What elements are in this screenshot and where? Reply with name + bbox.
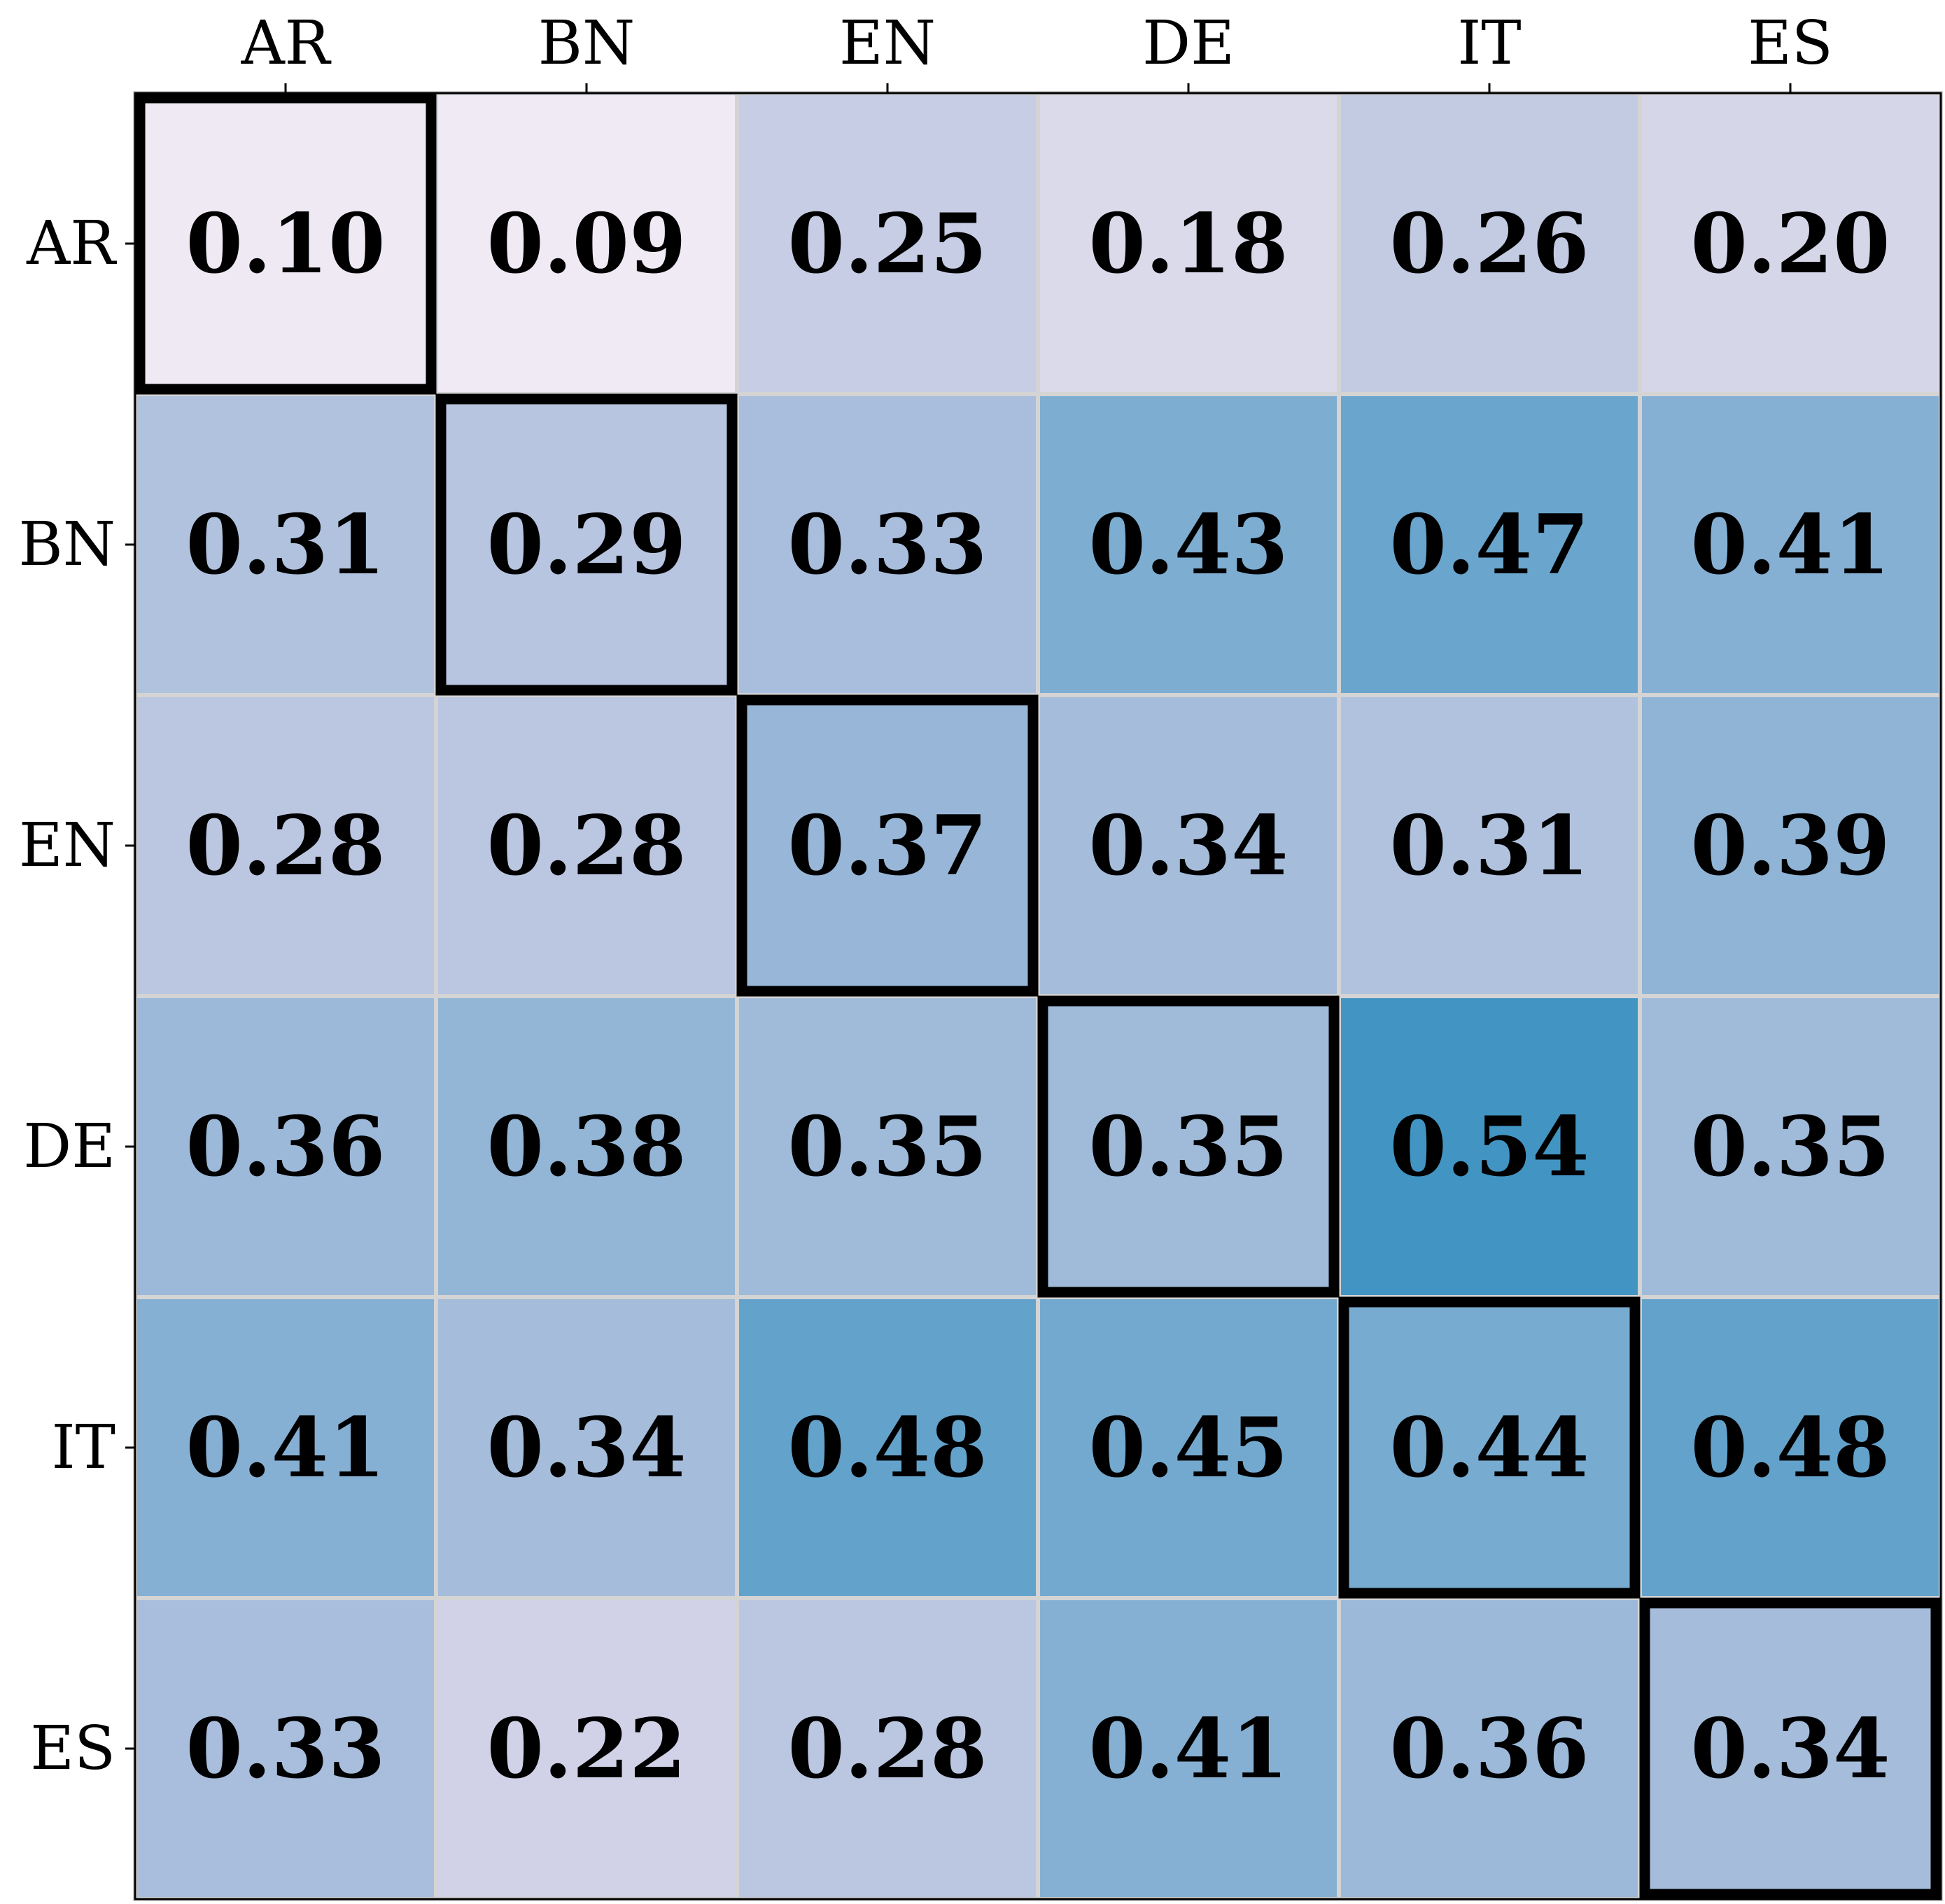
cell-value-label: 0.09: [487, 195, 687, 292]
cell-value-label: 0.48: [1691, 1399, 1890, 1496]
y-tick-label: DE: [23, 1112, 115, 1182]
heatmap-cell-EN-ES: [1638, 693, 1943, 998]
heatmap-cell-AR-AR: [133, 91, 438, 396]
heatmap-cell-IT-AR: [133, 1295, 438, 1600]
cell-value-label: 0.29: [487, 496, 687, 593]
heatmap-cell-IT-DE: [1036, 1295, 1341, 1600]
cell-value-label: 0.43: [1089, 496, 1289, 593]
cell-value-label: 0.36: [1390, 1700, 1589, 1797]
cell-value-label: 0.28: [186, 797, 386, 894]
heatmap-cell-AR-DE: [1036, 91, 1341, 396]
cell-value-label: 0.33: [186, 1700, 386, 1797]
cell-value-label: 0.35: [788, 1098, 988, 1195]
y-tick-label: IT: [52, 1413, 115, 1483]
cell-value-label: 0.18: [1089, 195, 1289, 292]
heatmap-cell-DE-IT: [1337, 994, 1642, 1299]
diagonal-highlight-box: [736, 694, 1039, 997]
diagonal-highlight-box: [1338, 1296, 1641, 1599]
cell-value-label: 0.41: [1089, 1700, 1289, 1797]
heatmap-cell-AR-ES: [1638, 91, 1943, 396]
y-tick-label: AR: [26, 209, 117, 279]
cell-value-label: 0.10: [186, 195, 386, 292]
x-tick-label: EN: [839, 8, 936, 78]
cell-value-label: 0.34: [1089, 797, 1289, 894]
cell-value-label: 0.47: [1390, 496, 1589, 593]
x-tick-label: ES: [1748, 8, 1833, 78]
cell-value-label: 0.45: [1089, 1399, 1289, 1496]
diagonal-highlight-box: [1037, 995, 1340, 1298]
cell-value-label: 0.20: [1691, 195, 1890, 292]
cell-value-label: 0.34: [487, 1399, 687, 1496]
cell-value-label: 0.26: [1390, 195, 1589, 292]
cell-value-label: 0.31: [186, 496, 386, 593]
heatmap-cell-DE-AR: [133, 994, 438, 1299]
diagonal-highlights: [134, 92, 1942, 1900]
heatmap-cell-ES-IT: [1337, 1596, 1642, 1901]
heatmap-cell-IT-IT: [1337, 1295, 1642, 1600]
cell-value-label: 0.35: [1691, 1098, 1890, 1195]
heatmap-cell-EN-IT: [1337, 693, 1642, 998]
heatmap-cell-DE-EN: [735, 994, 1040, 1299]
diagonal-highlight-box: [134, 92, 437, 395]
cell-value-label: 0.31: [1390, 797, 1589, 894]
cell-value-label: 0.35: [1089, 1098, 1289, 1195]
x-axis: AR BN EN DE IT ES: [241, 8, 1833, 93]
cell-value-label: 0.41: [186, 1399, 386, 1496]
heatmap-cell-ES-AR: [133, 1596, 438, 1901]
heatmap-cell-BN-DE: [1036, 392, 1341, 697]
x-tick-label: DE: [1142, 8, 1235, 78]
x-tick-label: IT: [1457, 8, 1521, 78]
cell-value-label: 0.36: [186, 1098, 386, 1195]
cell-value-label: 0.37: [788, 797, 988, 894]
heatmap-cells: [133, 91, 1943, 1901]
cell-labels: 0.10 0.09 0.25 0.18 0.26 0.20 0.31 0.29 0.33 0.43…: [186, 195, 1890, 1797]
plot-frame: [134, 92, 1942, 1900]
cell-value-label: 0.41: [1691, 496, 1890, 593]
cell-value-label: 0.28: [788, 1700, 988, 1797]
cell-value-label: 0.22: [487, 1700, 687, 1797]
heatmap-cell-BN-ES: [1638, 392, 1943, 697]
x-tick-label: BN: [538, 8, 635, 78]
y-axis: AR BN EN DE IT ES: [19, 209, 135, 1784]
y-tick-label: ES: [30, 1714, 115, 1784]
cell-value-label: 0.54: [1390, 1098, 1589, 1195]
diagonal-highlight-box: [1639, 1597, 1942, 1900]
heatmap-cell-AR-BN: [434, 91, 739, 396]
cell-value-label: 0.38: [487, 1098, 687, 1195]
cell-value-label: 0.33: [788, 496, 988, 593]
diagonal-highlight-box: [435, 393, 738, 696]
y-tick-label: BN: [19, 510, 115, 580]
heatmap-cell-DE-BN: [434, 994, 739, 1299]
cell-value-label: 0.34: [1691, 1700, 1890, 1797]
heatmap-cell-ES-ES: [1638, 1596, 1943, 1901]
cell-value-label: 0.28: [487, 797, 687, 894]
cell-value-label: 0.44: [1390, 1399, 1589, 1496]
cell-value-label: 0.39: [1691, 797, 1890, 894]
cell-value-label: 0.48: [788, 1399, 988, 1496]
y-tick-label: EN: [19, 811, 115, 881]
x-tick-label: AR: [241, 8, 332, 78]
cell-value-label: 0.25: [788, 195, 988, 292]
heatmap-cell-IT-EN: [735, 1295, 1040, 1600]
